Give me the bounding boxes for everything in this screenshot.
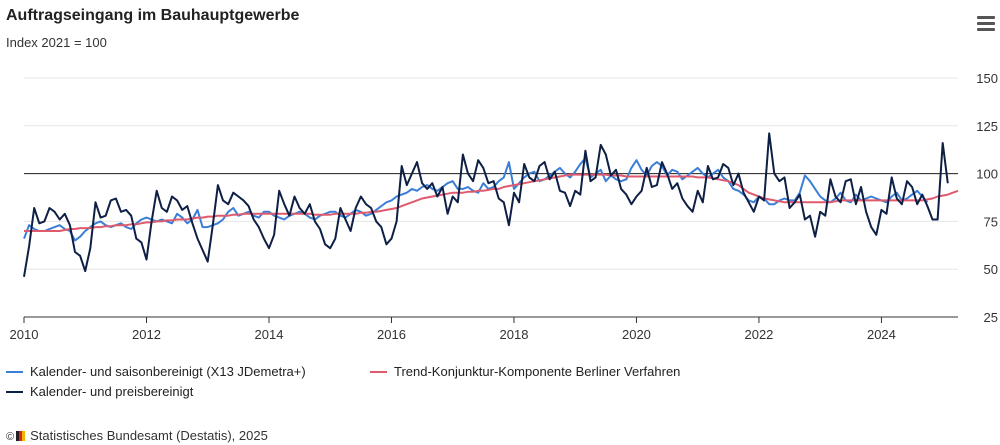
page-title: Auftragseingang im Bauhauptgewerbe	[6, 7, 300, 24]
x-tick-label: 2022	[744, 327, 773, 342]
legend-swatch-preisbereinigt	[6, 390, 23, 393]
destatis-logo-icon	[16, 429, 26, 441]
legend-label-trend: Trend-Konjunktur-Komponente Berliner Ver…	[394, 364, 681, 379]
hamburger-menu-icon[interactable]	[976, 14, 996, 32]
x-tick-label: 2016	[377, 327, 406, 342]
legend-label-preisbereinigt: Kalender- und preisbereinigt	[30, 384, 194, 399]
y-tick-label: 150	[976, 71, 998, 86]
x-tick-label: 2024	[867, 327, 896, 342]
copyright-icon: ©	[6, 431, 15, 443]
x-tick-label: 2010	[10, 327, 39, 342]
legend-swatch-saisonbereinigt	[6, 370, 23, 373]
y-tick-label: 100	[976, 167, 998, 182]
credit-text: Statistisches Bundesamt (Destatis), 2025	[30, 428, 268, 443]
legend-label-saisonbereinigt: Kalender- und saisonbereinigt (X13 JDeme…	[30, 364, 306, 379]
legend-item-saisonbereinigt[interactable]: Kalender- und saisonbereinigt (X13 JDeme…	[6, 364, 306, 380]
x-tick-label: 2012	[132, 327, 161, 342]
series-line-preisbereinigt	[23, 132, 949, 277]
x-tick-label: 2014	[255, 327, 284, 342]
y-axis: 25 50 75 100 125 150	[976, 71, 998, 325]
y-tick-label: 125	[976, 119, 998, 134]
y-tick-label: 25	[984, 310, 998, 325]
x-axis: 2010 2012 2014 2016 2018 2020 2022 2024	[10, 316, 958, 342]
y-tick-label: 50	[984, 262, 998, 277]
source-credit: © Statistisches Bundesamt (Destatis), 202…	[6, 428, 268, 443]
legend-swatch-trend	[370, 370, 387, 373]
legend-item-preisbereinigt[interactable]: Kalender- und preisbereinigt	[6, 384, 193, 400]
x-tick-label: 2018	[500, 327, 529, 342]
series-lines	[23, 132, 959, 277]
chart-subtitle: Index 2021 = 100	[6, 35, 107, 50]
legend-item-trend[interactable]: Trend-Konjunktur-Komponente Berliner Ver…	[370, 364, 680, 380]
x-tick-label: 2020	[622, 327, 651, 342]
y-tick-label: 75	[984, 214, 998, 229]
